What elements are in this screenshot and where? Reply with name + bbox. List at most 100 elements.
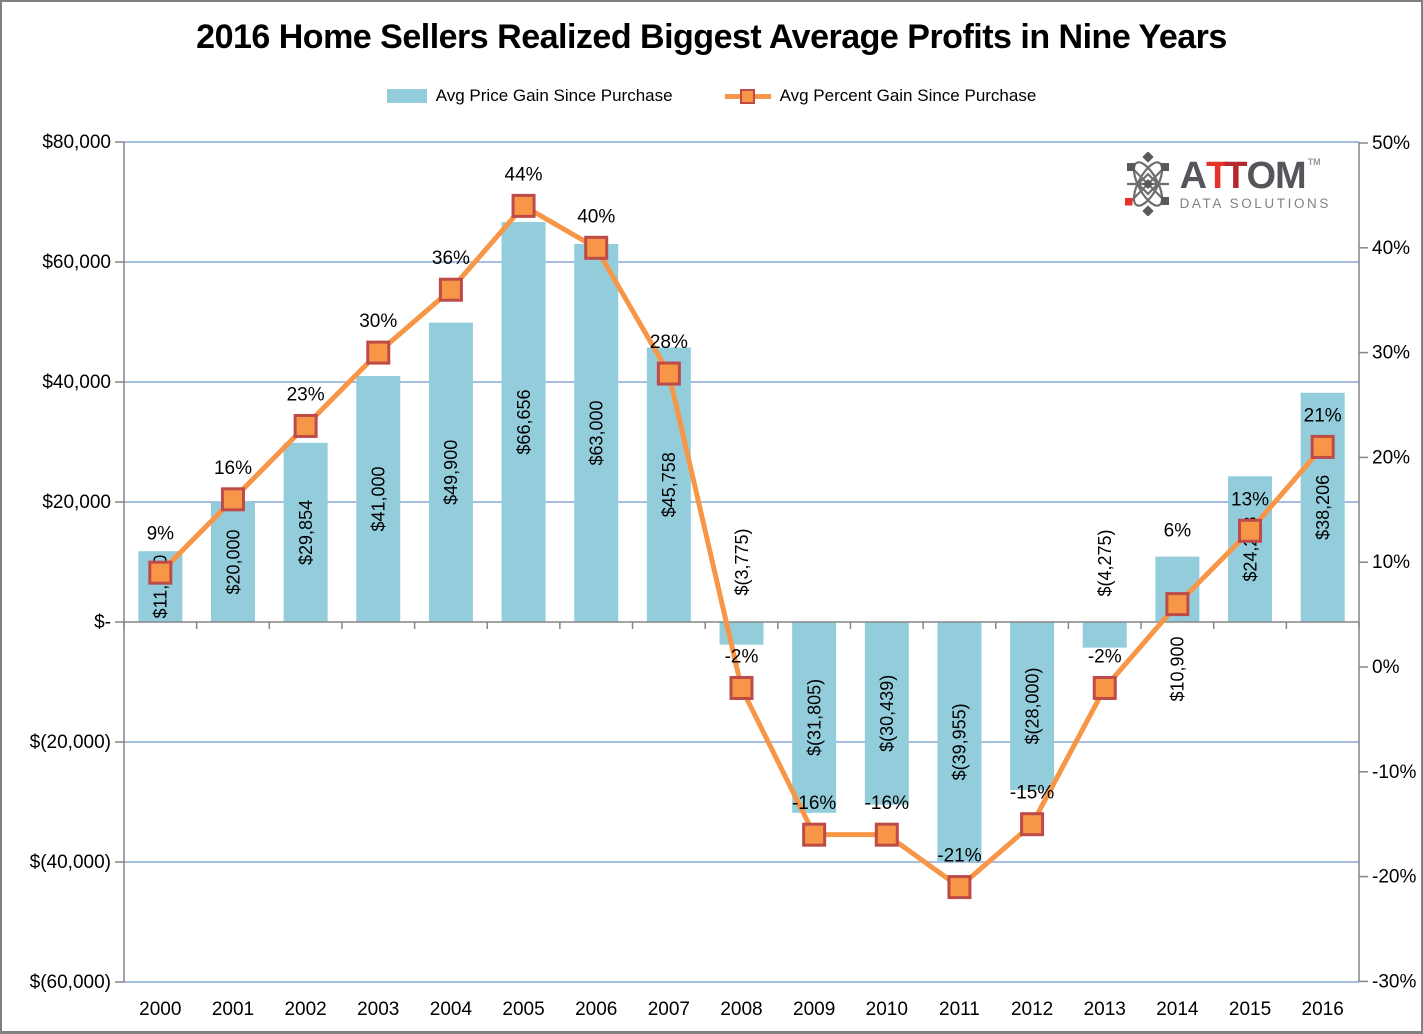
marker-2009[interactable] — [802, 822, 827, 847]
marker-2011[interactable] — [947, 875, 972, 900]
legend-item-price-gain[interactable]: Avg Price Gain Since Purchase — [386, 86, 673, 106]
percent-label-2015: 13% — [1231, 489, 1269, 510]
percent-label-2016: 21% — [1304, 405, 1342, 426]
percent-label-2013: -2% — [1088, 646, 1122, 667]
percent-label-2002: 23% — [287, 384, 325, 405]
year-label-2007: 2007 — [648, 999, 690, 1020]
year-label-2003: 2003 — [357, 999, 399, 1020]
bar-2003[interactable] — [356, 376, 401, 622]
left-axis-label: $20,000 — [42, 492, 111, 513]
marker-2013[interactable] — [1092, 675, 1117, 700]
marker-2003[interactable] — [366, 340, 391, 365]
percent-label-2008: -2% — [725, 646, 759, 667]
percent-label-2014: 6% — [1164, 521, 1192, 542]
chart-title: 2016 Home Sellers Realized Biggest Avera… — [196, 18, 1227, 56]
year-label-2004: 2004 — [430, 999, 473, 1020]
year-label-2015: 2015 — [1229, 999, 1271, 1020]
bar-2001[interactable] — [210, 502, 255, 622]
left-axis-label: $(60,000) — [30, 972, 111, 993]
marker-2010[interactable] — [874, 822, 899, 847]
legend-bar-swatch-icon — [386, 89, 427, 103]
marker-2001[interactable] — [220, 487, 245, 512]
right-axis-label: 50% — [1372, 133, 1410, 154]
year-label-2012: 2012 — [1011, 999, 1053, 1020]
bar-2012[interactable] — [1010, 622, 1055, 790]
marker-2002[interactable] — [293, 413, 318, 438]
logo-brand-text: A T T OM TM — [1179, 155, 1321, 198]
right-axis-label: 20% — [1372, 447, 1410, 468]
right-axis-label: 40% — [1372, 238, 1410, 259]
left-axis-label: $40,000 — [42, 372, 111, 393]
bar-label-2010: $(30,439) — [877, 675, 897, 752]
attom-atom-icon — [1124, 152, 1169, 216]
year-label-2008: 2008 — [720, 999, 762, 1020]
year-label-2002: 2002 — [284, 999, 326, 1020]
legend-item-percent-gain[interactable]: Avg Percent Gain Since Purchase — [724, 86, 1037, 106]
bar-label-2012: $(28,000) — [1022, 667, 1042, 744]
marker-2000[interactable] — [148, 560, 173, 585]
bar-2002[interactable] — [283, 442, 328, 622]
percent-label-2001: 16% — [214, 458, 252, 479]
right-axis-label: -10% — [1372, 762, 1416, 783]
legend: Avg Price Gain Since Purchase Avg Percen… — [2, 86, 1421, 106]
left-axis-label: $(20,000) — [30, 732, 111, 753]
year-label-2011: 2011 — [939, 999, 980, 1020]
logo-subtitle: DATA SOLUTIONS — [1179, 196, 1331, 212]
marker-2006[interactable] — [584, 235, 609, 260]
year-label-2005: 2005 — [502, 999, 544, 1020]
right-axis-label: 0% — [1372, 657, 1400, 678]
bar-label-2009: $(31,805) — [804, 679, 824, 756]
legend-label-percent-gain: Avg Percent Gain Since Purchase — [779, 86, 1037, 105]
bar-2011[interactable] — [937, 622, 982, 862]
bar-label-2008: $(3,775) — [732, 528, 752, 595]
logo-red-square — [1124, 198, 1133, 206]
bar-2009[interactable] — [792, 622, 837, 813]
bar-2004[interactable] — [428, 322, 473, 622]
bar-label-2006: $63,000 — [587, 400, 607, 465]
left-axis-label: $(40,000) — [30, 852, 111, 873]
percent-label-2009: -16% — [792, 793, 836, 814]
bar-2006[interactable] — [574, 244, 619, 622]
bar-2010[interactable] — [864, 622, 909, 805]
bar-2016[interactable] — [1300, 392, 1345, 622]
marker-2016[interactable] — [1310, 434, 1335, 459]
marker-2004[interactable] — [438, 277, 463, 302]
bar-label-2007: $45,758 — [659, 452, 679, 517]
right-axis-label: -20% — [1372, 867, 1416, 888]
bar-label-2013: $(4,275) — [1095, 529, 1115, 596]
marker-2012[interactable] — [1020, 812, 1045, 837]
year-label-2013: 2013 — [1084, 999, 1126, 1020]
percent-label-2003: 30% — [359, 311, 397, 332]
percent-label-2012: -15% — [1010, 783, 1054, 804]
marker-2007[interactable] — [656, 361, 681, 386]
year-label-2006: 2006 — [575, 999, 617, 1020]
year-label-2014: 2014 — [1156, 999, 1199, 1020]
right-axis-label: 30% — [1372, 343, 1410, 364]
percent-label-2006: 40% — [577, 206, 615, 227]
percent-label-2010: -16% — [865, 793, 909, 814]
year-label-2009: 2009 — [793, 999, 835, 1020]
bar-2007[interactable] — [646, 347, 691, 622]
marker-2014[interactable] — [1165, 592, 1190, 617]
percent-label-2011: -21% — [937, 846, 981, 867]
right-axis-label: 10% — [1372, 552, 1410, 573]
marker-2015[interactable] — [1238, 518, 1263, 543]
percent-label-2005: 44% — [505, 164, 543, 185]
percent-label-2004: 36% — [432, 248, 470, 269]
bar-label-2016: $38,206 — [1313, 475, 1333, 540]
year-label-2010: 2010 — [866, 999, 908, 1020]
bar-label-2001: $20,000 — [223, 529, 243, 594]
bar-2013[interactable] — [1082, 622, 1127, 648]
percent-label-2000: 9% — [147, 524, 175, 545]
bar-2015[interactable] — [1228, 476, 1273, 622]
bar-label-2002: $29,854 — [296, 500, 316, 565]
year-label-2000: 2000 — [139, 999, 181, 1020]
left-axis-label: $80,000 — [42, 132, 111, 153]
marker-2005[interactable] — [511, 193, 536, 218]
bar-2005[interactable] — [501, 222, 546, 622]
left-axis-label: $60,000 — [42, 252, 111, 273]
year-label-2001: 2001 — [212, 999, 254, 1020]
bar-label-2004: $49,900 — [441, 440, 461, 505]
marker-2008[interactable] — [729, 675, 754, 700]
